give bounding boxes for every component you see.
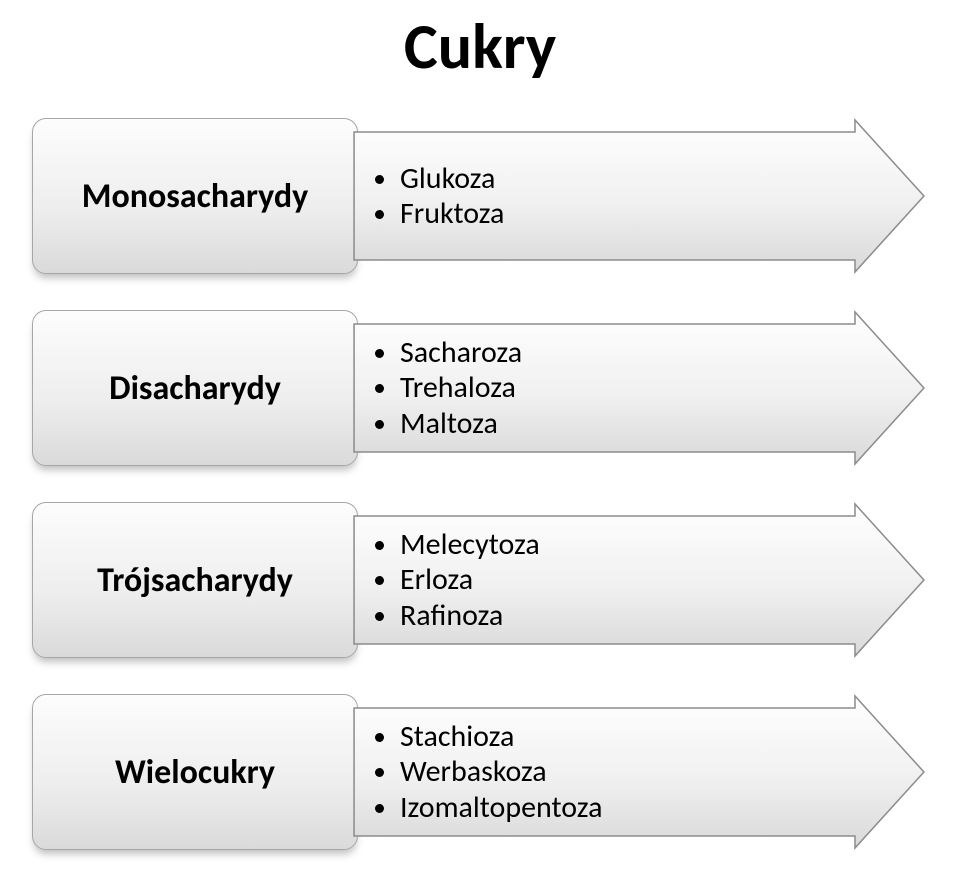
item-list: Melecytoza Erloza Rafinoza xyxy=(370,527,850,633)
list-item: Rafinoza xyxy=(400,598,850,633)
list-item: Glukoza xyxy=(400,161,850,196)
arrow-shape: Sacharoza Trehaloza Maltoza xyxy=(350,310,928,466)
rows-container: Monosacharydy Glukoza Fruktoza xyxy=(32,118,928,850)
category-label: Trójsacharydy xyxy=(32,502,358,658)
list-item: Maltoza xyxy=(400,406,850,441)
list-item: Fruktoza xyxy=(400,196,850,231)
category-label: Disacharydy xyxy=(32,310,358,466)
diagram-row: Wielocukry Stachioza Werbaskoza Izomalto… xyxy=(32,694,928,850)
list-item: Stachioza xyxy=(400,719,850,754)
arrow-shape: Stachioza Werbaskoza Izomaltopentoza xyxy=(350,694,928,850)
arrow-shape: Glukoza Fruktoza xyxy=(350,118,928,274)
item-list: Stachioza Werbaskoza Izomaltopentoza xyxy=(370,719,850,825)
page: Cukry Monosacharydy Glukoza Fruktoza xyxy=(0,0,960,884)
arrow-content: Stachioza Werbaskoza Izomaltopentoza xyxy=(364,704,850,840)
list-item: Izomaltopentoza xyxy=(400,790,850,825)
arrow-shape: Melecytoza Erloza Rafinoza xyxy=(350,502,928,658)
list-item: Werbaskoza xyxy=(400,754,850,789)
diagram-row: Disacharydy Sacharoza Trehaloza Maltoza xyxy=(32,310,928,466)
page-title: Cukry xyxy=(32,0,928,108)
list-item: Trehaloza xyxy=(400,370,850,405)
diagram-row: Trójsacharydy Melecytoza Erloza Rafinoza xyxy=(32,502,928,658)
arrow-content: Sacharoza Trehaloza Maltoza xyxy=(364,320,850,456)
category-label: Monosacharydy xyxy=(32,118,358,274)
diagram-row: Monosacharydy Glukoza Fruktoza xyxy=(32,118,928,274)
arrow-content: Melecytoza Erloza Rafinoza xyxy=(364,512,850,648)
item-list: Glukoza Fruktoza xyxy=(370,161,850,232)
list-item: Sacharoza xyxy=(400,335,850,370)
category-label: Wielocukry xyxy=(32,694,358,850)
item-list: Sacharoza Trehaloza Maltoza xyxy=(370,335,850,441)
list-item: Erloza xyxy=(400,562,850,597)
arrow-content: Glukoza Fruktoza xyxy=(364,128,850,264)
list-item: Melecytoza xyxy=(400,527,850,562)
